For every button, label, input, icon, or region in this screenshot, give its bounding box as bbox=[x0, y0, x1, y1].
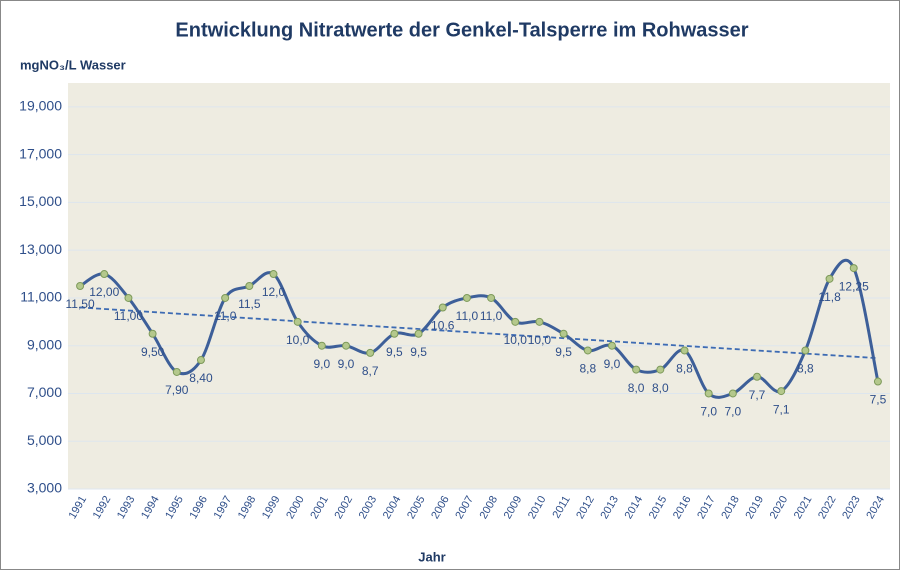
data-point bbox=[293, 317, 302, 326]
data-point bbox=[172, 367, 181, 376]
x-axis-label: Jahr bbox=[418, 549, 445, 564]
data-label: 12,25 bbox=[839, 279, 869, 293]
data-label: 12,0 bbox=[262, 285, 286, 299]
data-label: 9,5 bbox=[386, 345, 403, 359]
data-label: 9,0 bbox=[604, 357, 621, 371]
data-point bbox=[511, 317, 520, 326]
data-label: 7,5 bbox=[870, 393, 887, 407]
data-label: 12,00 bbox=[89, 285, 119, 299]
y-tick-label: 7,000 bbox=[27, 384, 62, 400]
data-point bbox=[777, 387, 786, 396]
data-point bbox=[753, 372, 762, 381]
data-label: 10,0 bbox=[286, 333, 310, 347]
data-point bbox=[849, 264, 858, 273]
data-point bbox=[317, 341, 326, 350]
data-point bbox=[873, 377, 882, 386]
plot-area bbox=[68, 83, 890, 489]
data-point bbox=[100, 270, 109, 279]
data-label: 9,5 bbox=[555, 345, 572, 359]
data-point bbox=[342, 341, 351, 350]
y-tick-label: 11,000 bbox=[20, 289, 62, 305]
data-point bbox=[366, 348, 375, 357]
data-point bbox=[124, 293, 133, 302]
data-point bbox=[704, 389, 713, 398]
data-point bbox=[438, 303, 447, 312]
data-label: 8,0 bbox=[652, 381, 669, 395]
y-tick-label: 3,000 bbox=[27, 480, 62, 496]
data-label: 7,0 bbox=[725, 405, 742, 419]
data-point bbox=[583, 346, 592, 355]
data-label: 8,0 bbox=[628, 381, 645, 395]
data-point bbox=[656, 365, 665, 374]
data-label: 10,0 bbox=[504, 333, 528, 347]
data-point bbox=[825, 274, 834, 283]
y-axis-label: mgNO₃/L Wasser bbox=[20, 57, 126, 72]
data-label: 9,0 bbox=[338, 357, 355, 371]
data-label: 8,8 bbox=[676, 362, 693, 376]
data-point bbox=[76, 282, 85, 290]
data-point bbox=[632, 365, 641, 374]
data-label: 10,0 bbox=[528, 333, 552, 347]
data-label: 11,0 bbox=[214, 309, 237, 323]
data-point bbox=[680, 346, 689, 355]
data-label: 8,7 bbox=[362, 364, 379, 378]
data-point bbox=[607, 341, 616, 350]
data-point bbox=[390, 329, 399, 338]
data-label: 10,6 bbox=[431, 319, 455, 333]
data-point bbox=[245, 282, 254, 290]
chart-title: Entwicklung Nitratwerte der Genkel-Talsp… bbox=[175, 19, 748, 41]
data-point bbox=[269, 270, 278, 279]
data-point bbox=[487, 293, 496, 302]
data-label: 11,00 bbox=[114, 309, 143, 323]
trendline bbox=[80, 306, 878, 360]
data-label: 11,0 bbox=[456, 309, 479, 323]
data-point bbox=[414, 329, 423, 338]
data-label: 9,5 bbox=[410, 345, 427, 359]
y-tick-label: 15,000 bbox=[19, 193, 62, 209]
data-label: 8,8 bbox=[579, 362, 596, 376]
y-tick-label: 9,000 bbox=[27, 336, 62, 352]
data-label: 11,0 bbox=[480, 309, 503, 323]
data-label: 8,40 bbox=[189, 371, 213, 385]
data-label: 9,50 bbox=[141, 345, 165, 359]
data-label: 8,8 bbox=[797, 362, 814, 376]
data-point bbox=[462, 293, 471, 302]
data-label: 7,7 bbox=[749, 388, 766, 402]
data-label: 7,90 bbox=[165, 383, 189, 397]
data-point bbox=[559, 329, 568, 338]
data-label: 9,0 bbox=[314, 357, 331, 371]
data-point bbox=[221, 293, 230, 302]
data-point bbox=[801, 346, 810, 355]
data-label: 11,8 bbox=[818, 290, 841, 304]
data-label: 7,0 bbox=[700, 405, 717, 419]
y-tick-label: 13,000 bbox=[19, 241, 62, 257]
data-label: 11,50 bbox=[66, 297, 95, 311]
data-point bbox=[535, 317, 544, 326]
data-point bbox=[728, 389, 737, 398]
data-label: 11,5 bbox=[238, 297, 261, 311]
y-tick-label: 5,000 bbox=[27, 432, 62, 448]
data-point bbox=[196, 356, 205, 365]
data-label: 7,1 bbox=[773, 402, 790, 416]
data-point bbox=[148, 329, 157, 338]
y-tick-label: 19,000 bbox=[19, 98, 62, 114]
y-tick-label: 17,000 bbox=[19, 145, 62, 161]
